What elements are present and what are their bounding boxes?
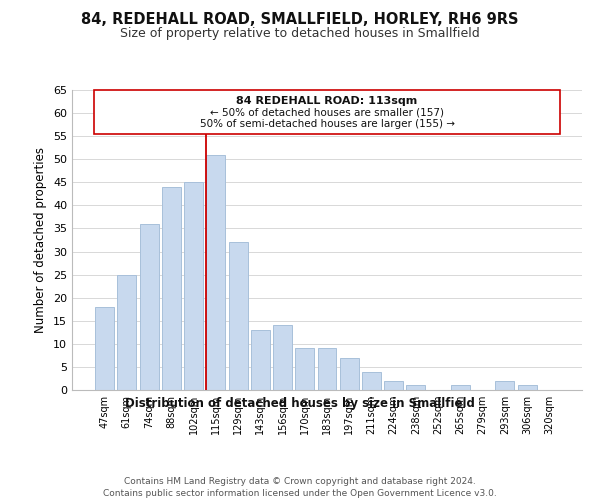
- Bar: [317, 348, 337, 390]
- Bar: [184, 182, 203, 390]
- Bar: [295, 348, 314, 390]
- Bar: [451, 386, 470, 390]
- Bar: [229, 242, 248, 390]
- Bar: [384, 381, 403, 390]
- Bar: [340, 358, 359, 390]
- Bar: [162, 187, 181, 390]
- Bar: [496, 381, 514, 390]
- Text: ← 50% of detached houses are smaller (157): ← 50% of detached houses are smaller (15…: [210, 108, 444, 118]
- Bar: [518, 386, 536, 390]
- Text: Contains public sector information licensed under the Open Government Licence v3: Contains public sector information licen…: [103, 489, 497, 498]
- Bar: [206, 154, 225, 390]
- Text: Size of property relative to detached houses in Smallfield: Size of property relative to detached ho…: [120, 28, 480, 40]
- Text: 84, REDEHALL ROAD, SMALLFIELD, HORLEY, RH6 9RS: 84, REDEHALL ROAD, SMALLFIELD, HORLEY, R…: [81, 12, 519, 28]
- Bar: [118, 274, 136, 390]
- Bar: [362, 372, 381, 390]
- Y-axis label: Number of detached properties: Number of detached properties: [34, 147, 47, 333]
- Text: Distribution of detached houses by size in Smallfield: Distribution of detached houses by size …: [125, 398, 475, 410]
- Bar: [406, 386, 425, 390]
- Bar: [95, 307, 114, 390]
- Bar: [273, 326, 292, 390]
- Text: 50% of semi-detached houses are larger (155) →: 50% of semi-detached houses are larger (…: [199, 118, 455, 128]
- Text: 84 REDEHALL ROAD: 113sqm: 84 REDEHALL ROAD: 113sqm: [236, 96, 418, 106]
- FancyBboxPatch shape: [94, 90, 560, 134]
- Bar: [251, 330, 270, 390]
- Bar: [140, 224, 158, 390]
- Text: Contains HM Land Registry data © Crown copyright and database right 2024.: Contains HM Land Registry data © Crown c…: [124, 478, 476, 486]
